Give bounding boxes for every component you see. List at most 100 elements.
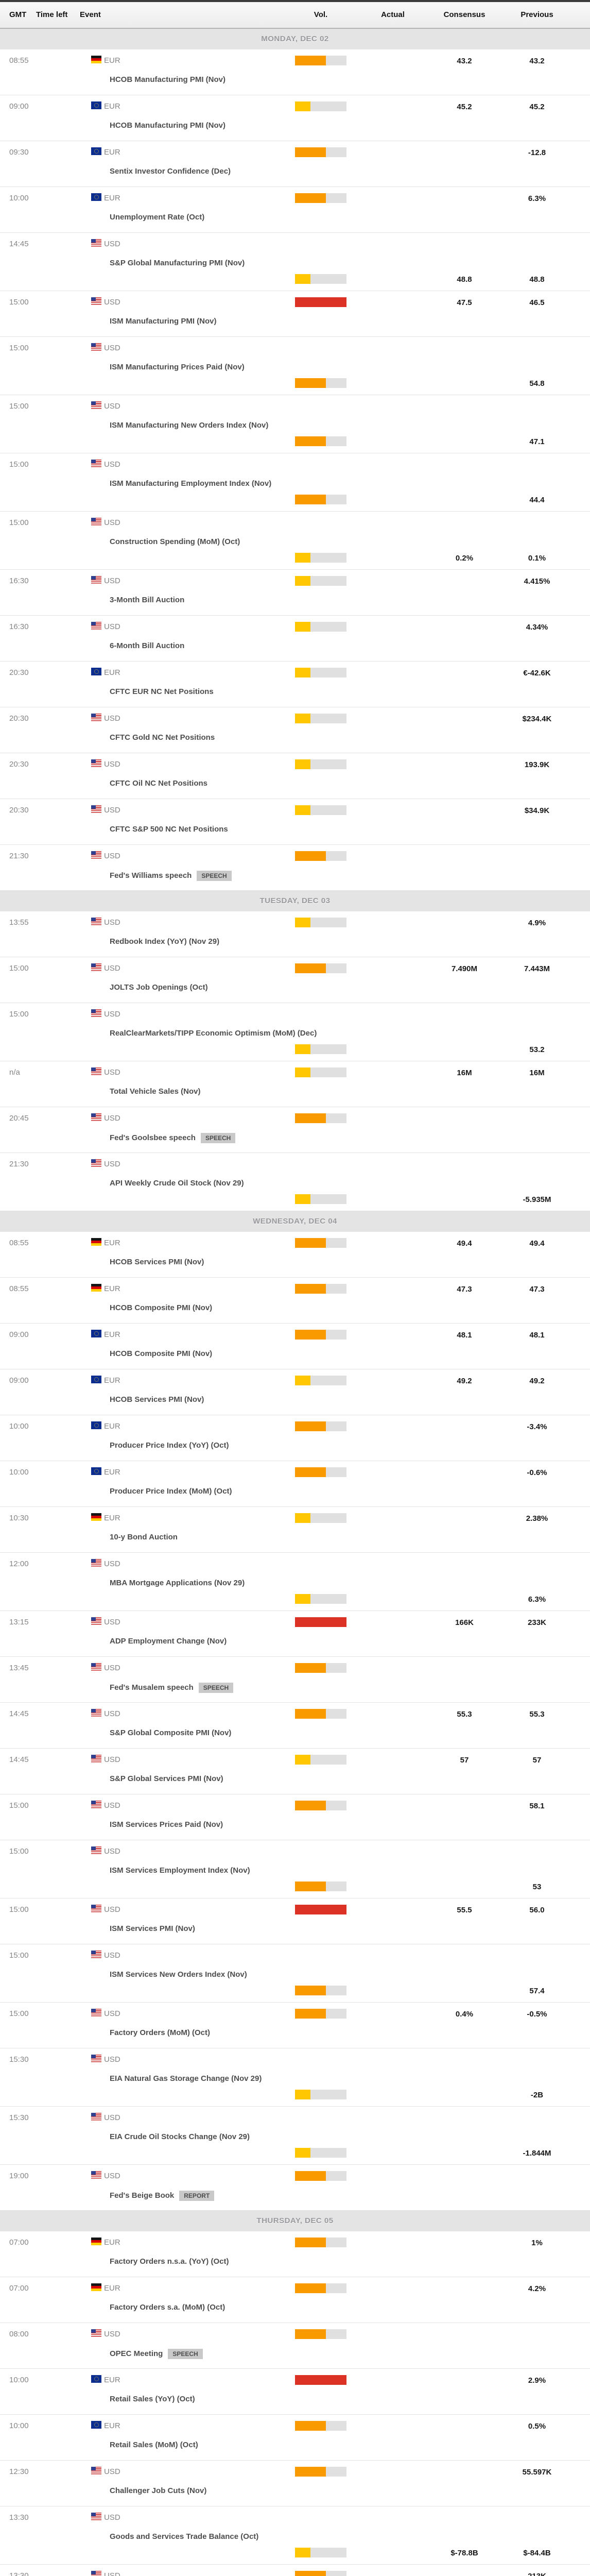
event-name: ISM Services Employment Index (Nov)	[110, 1866, 250, 1875]
event-time: 15:00	[9, 1847, 29, 1856]
event-row[interactable]: 10:00 EUR 0.5% Retail Sales (MoM) (Oct)	[0, 2415, 590, 2461]
event-row[interactable]: 14:45 USD 48.8 48.8 S&P Global Manufacturing…	[0, 233, 590, 291]
event-time: 20:30	[9, 760, 29, 769]
event-name-line: Factory Orders n.s.a. (YoY) (Oct)	[110, 2257, 229, 2266]
volatility-bar	[295, 193, 346, 203]
event-row[interactable]: 15:00 USD 55.5 56.0 ISM Services PMI (Nov)	[0, 1899, 590, 1944]
event-row[interactable]: n/a USD 16M 16M Total Vehicle Sales (Nov)	[0, 1061, 590, 1107]
event-name: ISM Services New Orders Index (Nov)	[110, 1970, 247, 1979]
volatility-fill	[295, 918, 310, 927]
previous-value: -0.5%	[527, 2010, 547, 2019]
us-flag-icon	[91, 2329, 101, 2337]
us-flag-icon	[91, 1846, 101, 1854]
previous-value: 55.597K	[522, 2468, 552, 2477]
event-row[interactable]: 15:00 USD 58.1 ISM Services Prices Paid (No…	[0, 1794, 590, 1840]
event-row[interactable]: 08:00 USD OPEC Meeting SPEECH	[0, 2323, 590, 2369]
event-row[interactable]: 20:30 USD 193.9K CFTC Oil NC Net Positions	[0, 753, 590, 799]
event-row[interactable]: 20:30 EUR €-42.6K CFTC EUR NC Net Positions	[0, 662, 590, 707]
event-row[interactable]: 20:30 USD $234.4K CFTC Gold NC Net Position…	[0, 707, 590, 753]
volatility-bar	[295, 1067, 346, 1077]
eu-flag-icon	[91, 2375, 101, 2383]
event-time: 10:00	[9, 2421, 29, 2430]
consensus-value: $-78.8B	[450, 2549, 478, 2557]
us-flag-icon	[91, 518, 101, 526]
event-row[interactable]: 10:00 EUR -0.6% Producer Price Index (MoM) …	[0, 1461, 590, 1507]
event-row[interactable]: 13:55 USD 4.9% Redbook Index (YoY) (Nov 29)	[0, 911, 590, 957]
event-currency: USD	[104, 2055, 120, 2064]
event-name-line: CFTC Oil NC Net Positions	[110, 779, 207, 788]
us-flag-icon	[91, 460, 101, 467]
previous-value: 48.1	[529, 1331, 545, 1340]
event-row[interactable]: 15:00 USD 53.2 RealClearMarkets/TIPP Econom…	[0, 1003, 590, 1061]
event-row[interactable]: 10:00 EUR 2.9% Retail Sales (YoY) (Oct)	[0, 2369, 590, 2415]
event-row[interactable]: 15:30 USD -1.844M EIA Crude Oil Stocks Chan…	[0, 2107, 590, 2165]
event-row[interactable]: 13:30USD213KInitial Jobless Claims (Nov …	[0, 2565, 590, 2576]
event-row[interactable]: 08:55 EUR 47.3 47.3 HCOB Composite PMI (Nov)	[0, 1278, 590, 1324]
event-row[interactable]: 10:00 EUR -3.4% Producer Price Index (YoY) …	[0, 1415, 590, 1461]
previous-value: 2.9%	[528, 2376, 546, 2385]
event-row[interactable]: 12:00 USD 6.3% MBA Mortgage Applications (N…	[0, 1553, 590, 1611]
event-row[interactable]: 07:00 EUR 1% Factory Orders n.s.a. (YoY) (O…	[0, 2231, 590, 2277]
event-name-line: OPEC Meeting SPEECH	[110, 2349, 203, 2359]
event-row[interactable]: 09:00 EUR 48.1 48.1 HCOB Composite PMI (Nov)	[0, 1324, 590, 1369]
event-name: Goods and Services Trade Balance (Oct)	[110, 2532, 259, 2541]
us-flag-icon	[91, 1113, 101, 1121]
event-row[interactable]: 15:00 USD 47.1 ISM Manufacturing New Orders…	[0, 395, 590, 453]
volatility-fill	[295, 576, 310, 586]
event-currency: USD	[104, 2172, 120, 2180]
event-row[interactable]: 07:00 EUR 4.2% Factory Orders s.a. (MoM) (O…	[0, 2277, 590, 2323]
us-flag-icon	[91, 2513, 101, 2520]
event-name: OPEC Meeting	[110, 2349, 163, 2358]
eu-flag-icon	[91, 101, 101, 109]
us-flag-icon	[91, 1755, 101, 1762]
event-row[interactable]: 09:00 EUR 45.2 45.2 HCOB Manufacturing PMI (…	[0, 95, 590, 141]
event-row[interactable]: 15:00 USD 44.4 ISM Manufacturing Employment…	[0, 453, 590, 512]
event-currency: EUR	[104, 1468, 120, 1477]
event-name-line: 6-Month Bill Auction	[110, 641, 184, 651]
event-row[interactable]: 14:45 USD 55.3 55.3 S&P Global Composite PMI…	[0, 1703, 590, 1749]
event-row[interactable]: 13:30 USD $-78.8B $-84.4B Goods and Services…	[0, 2506, 590, 2565]
volatility-bar	[295, 851, 346, 861]
event-row[interactable]: 15:00 USD 47.5 46.5 ISM Manufacturing PMI (N…	[0, 291, 590, 337]
event-row[interactable]: 10:30 EUR 2.38% 10-y Bond Auction	[0, 1507, 590, 1553]
event-row[interactable]: 13:15 USD 166K 233K ADP Employment Change (N…	[0, 1611, 590, 1657]
event-row[interactable]: 14:45 USD 57 57 S&P Global Services PMI (Nov…	[0, 1749, 590, 1794]
volatility-bar	[295, 576, 346, 586]
event-time: 12:00	[9, 1560, 29, 1568]
event-row[interactable]: 15:00 USD 7.490M 7.443M JOLTS Job Openings (…	[0, 957, 590, 1003]
event-name: Challenger Job Cuts (Nov)	[110, 2486, 207, 2495]
event-row[interactable]: 09:30 EUR -12.8 Sentix Investor Confidence …	[0, 141, 590, 187]
event-row[interactable]: 20:30 USD $34.9K CFTC S&P 500 NC Net Positi…	[0, 799, 590, 845]
event-time: 10:00	[9, 194, 29, 202]
event-row[interactable]: 15:30 USD -2B EIA Natural Gas Storage Chang…	[0, 2048, 590, 2107]
event-name-line: EIA Crude Oil Stocks Change (Nov 29)	[110, 2132, 250, 2142]
event-row[interactable]: 21:30 USD -5.935M API Weekly Crude Oil Stoc…	[0, 1153, 590, 1211]
event-row[interactable]: 15:00 USD 0.4% -0.5% Factory Orders (MoM) (O…	[0, 2003, 590, 2048]
event-row[interactable]: 16:30 USD 4.34% 6-Month Bill Auction	[0, 616, 590, 662]
event-row[interactable]: 20:45 USD Fed's Goolsbee speech SPEECH	[0, 1107, 590, 1153]
event-currency: EUR	[104, 668, 120, 677]
volatility-bar	[295, 2090, 346, 2099]
event-row[interactable]: 15:00 USD 57.4 ISM Services New Orders Inde…	[0, 1944, 590, 2003]
event-row[interactable]: 15:00 USD 0.2% 0.1% Construction Spending (M…	[0, 512, 590, 570]
event-row[interactable]: 08:55 EUR 43.2 43.2 HCOB Manufacturing PMI (…	[0, 49, 590, 95]
event-row[interactable]: 15:00 USD 53 ISM Services Employment Index …	[0, 1840, 590, 1899]
event-row[interactable]: 08:55 EUR 49.4 49.4 HCOB Services PMI (Nov)	[0, 1232, 590, 1278]
event-time: 19:00	[9, 2172, 29, 2180]
event-row[interactable]: 15:00 USD 54.8 ISM Manufacturing Prices Pai…	[0, 337, 590, 395]
event-name: Producer Price Index (YoY) (Oct)	[110, 1441, 229, 1450]
event-currency: USD	[104, 2513, 120, 2522]
event-row[interactable]: 21:30 USD Fed's Williams speech SPEECH	[0, 845, 590, 891]
event-name-line: ISM Services New Orders Index (Nov)	[110, 1970, 247, 1979]
event-row[interactable]: 16:30 USD 4.415% 3-Month Bill Auction	[0, 570, 590, 616]
event-row[interactable]: 19:00 USD Fed's Beige Book REPORT	[0, 2165, 590, 2211]
event-name-line: 3-Month Bill Auction	[110, 596, 184, 605]
event-time: 14:45	[9, 240, 29, 248]
event-row[interactable]: 12:30 USD 55.597K Challenger Job Cuts (Nov)	[0, 2461, 590, 2506]
event-row[interactable]: 10:00 EUR 6.3% Unemployment Rate (Oct)	[0, 187, 590, 233]
event-row[interactable]: 09:00 EUR 49.2 49.2 HCOB Services PMI (Nov)	[0, 1369, 590, 1415]
volatility-fill	[295, 2283, 326, 2293]
event-row[interactable]: 13:45 USD Fed's Musalem speech SPEECH	[0, 1657, 590, 1703]
event-time: 14:45	[9, 1709, 29, 1718]
de-flag-icon	[91, 2238, 101, 2245]
